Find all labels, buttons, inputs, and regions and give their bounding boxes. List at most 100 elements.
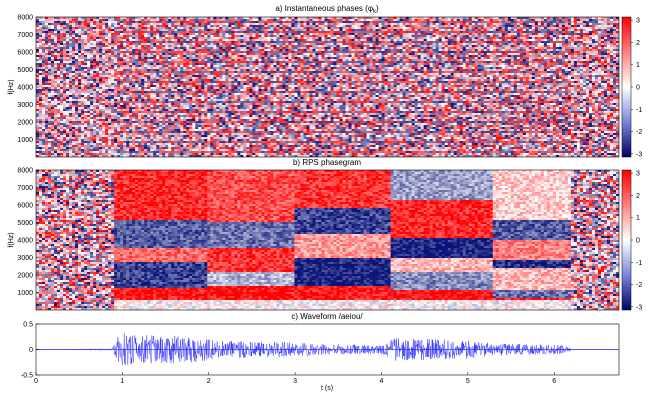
heatmap-cell (237, 53, 241, 56)
heatmap-cell (402, 21, 406, 24)
heatmap-cell (531, 23, 536, 26)
heatmap-cell (510, 25, 515, 28)
heatmap-cell (441, 43, 446, 46)
heatmap-cell (450, 57, 455, 60)
heatmap-cell (240, 27, 244, 30)
heatmap-cell (357, 45, 361, 48)
heatmap-cell (576, 65, 581, 68)
heatmap-cell (159, 33, 163, 36)
heatmap-cell (336, 51, 340, 54)
heatmap-cell (273, 51, 277, 54)
heatmap-cell (54, 27, 58, 30)
heatmap-cell (177, 67, 181, 70)
heatmap-cell (588, 39, 593, 42)
heatmap-cell (315, 51, 319, 54)
heatmap-cell (87, 57, 91, 60)
heatmap-cell (522, 65, 527, 68)
heatmap-cell (75, 21, 79, 24)
heatmap-cell (192, 29, 196, 32)
heatmap-cell (219, 45, 223, 48)
heatmap-cell (162, 31, 166, 34)
heatmap-cell (402, 37, 406, 40)
heatmap-cell (165, 65, 169, 68)
heatmap-cell (279, 31, 283, 34)
heatmap-cell (111, 39, 115, 42)
heatmap-cell (351, 49, 355, 52)
heatmap-cell (141, 63, 145, 66)
heatmap-cell (327, 55, 331, 58)
heatmap-cell (396, 33, 400, 36)
heatmap-cell (180, 45, 184, 48)
heatmap-cell (153, 21, 157, 24)
heatmap-cell (501, 57, 506, 60)
heatmap-cell (342, 49, 346, 52)
heatmap-cell (576, 45, 581, 48)
heatmap-cell (582, 41, 587, 44)
heatmap-cell (342, 55, 346, 58)
heatmap-cell (312, 37, 316, 40)
heatmap-cell (600, 61, 605, 64)
heatmap-cell (63, 33, 67, 36)
heatmap-cell (549, 21, 554, 24)
heatmap-cell (456, 55, 461, 58)
heatmap-cell (270, 37, 274, 40)
heatmap-cell (396, 51, 400, 54)
heatmap-cell (372, 51, 376, 54)
heatmap-cell (66, 25, 70, 28)
heatmap-cell (57, 49, 61, 52)
heatmap-cell (276, 39, 280, 42)
heatmap-cell (492, 53, 497, 56)
heatmap-cell (492, 29, 497, 32)
heatmap-cell (570, 19, 575, 22)
heatmap-cell (531, 39, 536, 42)
heatmap-cell (282, 59, 286, 62)
heatmap-cell (258, 29, 262, 32)
heatmap-cell (108, 39, 112, 42)
heatmap-cell (459, 19, 464, 22)
heatmap-cell (156, 17, 160, 20)
heatmap-cell (558, 25, 563, 28)
heatmap-cell (285, 43, 289, 46)
heatmap-cell (474, 43, 479, 46)
heatmap-cell (534, 19, 539, 22)
heatmap-cell (324, 55, 328, 58)
heatmap-cell (351, 45, 355, 48)
heatmap-cell (252, 47, 256, 50)
heatmap-cell (213, 35, 217, 38)
heatmap-cell (585, 39, 590, 42)
heatmap-cell (141, 45, 145, 48)
heatmap-cell (408, 45, 412, 48)
heatmap-cell (54, 65, 58, 68)
heatmap-cell (150, 35, 154, 38)
heatmap-cell (153, 67, 157, 70)
heatmap-cell (501, 37, 506, 40)
heatmap-cell (195, 67, 199, 70)
heatmap-cell (135, 63, 139, 66)
heatmap-cell (414, 23, 418, 26)
heatmap-cell (441, 35, 446, 38)
heatmap-cell (201, 55, 205, 58)
heatmap-cell (195, 25, 199, 28)
heatmap-cell (462, 17, 467, 20)
heatmap-cell (609, 33, 614, 36)
heatmap-cell (414, 25, 418, 28)
heatmap-cell (291, 21, 295, 24)
heatmap-cell (177, 55, 181, 58)
heatmap-cell (459, 23, 464, 26)
heatmap-cell (444, 65, 449, 68)
heatmap-cell (315, 29, 319, 32)
heatmap-cell (171, 33, 175, 36)
heatmap-cell (495, 33, 500, 36)
heatmap-cell (465, 33, 470, 36)
heatmap-cell (600, 49, 605, 52)
heatmap-cell (159, 65, 163, 68)
heatmap-cell (579, 59, 584, 62)
heatmap-cell (567, 35, 572, 38)
heatmap-cell (54, 43, 58, 46)
heatmap-cell (345, 19, 349, 22)
heatmap-cell (513, 59, 518, 62)
heatmap-cell (147, 61, 151, 64)
heatmap-cell (417, 21, 421, 24)
heatmap-cell (222, 47, 226, 50)
heatmap-cell (213, 63, 217, 66)
